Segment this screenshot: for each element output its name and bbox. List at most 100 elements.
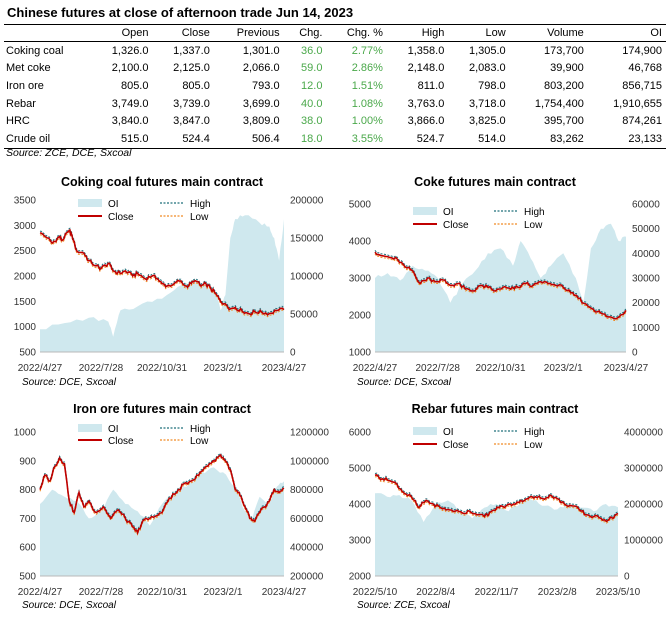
close-line (374, 474, 619, 523)
y-right-tick-label: 0 (624, 572, 630, 583)
table-cell: 1.08% (351, 97, 383, 110)
table-cell: 3,866.0 (407, 115, 445, 128)
y-left-tick-label: 2000 (14, 272, 37, 283)
y-right-tick-label: 4000000 (624, 428, 663, 439)
x-tick-label: 2023/2/8 (538, 587, 577, 598)
y-right-tick-label: 1000000 (290, 456, 329, 467)
table-cell: 3.55% (326, 129, 387, 149)
legend-label: High (524, 207, 545, 218)
header-cell: Volume (509, 24, 588, 42)
y-right-tick-label: 50000 (632, 224, 660, 235)
table-cell: 874,261 (622, 115, 662, 128)
y-right-tick-label: 3000000 (624, 464, 663, 475)
table-cell: 36.0 (301, 44, 323, 57)
row-label: Iron ore (6, 79, 44, 92)
table-cell: 2.77% (351, 44, 383, 57)
legend-label: OI (443, 427, 454, 438)
table-cell: 46,768 (628, 62, 662, 75)
x-tick-label: 2023/4/27 (604, 363, 649, 374)
low-line (39, 456, 285, 536)
y-left-tick-label: 900 (19, 456, 36, 467)
y-left-tick-label: 1000 (14, 428, 37, 439)
table-cell: 856,715 (622, 79, 662, 92)
y-right-tick-label: 20000 (632, 298, 660, 309)
y-left-tick-label: 5000 (349, 464, 372, 475)
legend-label: OI (108, 199, 119, 210)
y-left-tick-label: 2000 (349, 311, 372, 322)
y-left-tick-label: 1000 (14, 322, 37, 333)
table-cell: 40.0 (301, 97, 323, 110)
y-left-tick-label: 3000 (349, 274, 372, 285)
low-line (374, 253, 627, 321)
legend-label: High (524, 427, 545, 438)
table-row: HRC 3,840.0 3,847.0 3,809.0 38.0 1.00% 3,866.0… (4, 112, 666, 130)
y-left-tick-label: 1000 (349, 348, 372, 359)
futures-table: Open Close Previous Chg. Chg. % High Low… (4, 24, 666, 149)
y-right-tick-label: 60000 (632, 200, 660, 211)
table-cell: 395,700 (544, 115, 584, 128)
y-left-tick-label: 6000 (349, 428, 372, 439)
table-cell: 59.0 (301, 62, 323, 75)
y-left-tick-label: 2000 (349, 572, 372, 583)
y-left-tick-label: 700 (19, 514, 36, 525)
header-cell: Chg. % (326, 24, 387, 42)
chart-2: Coke futures main contract 1000 2000 3000 40… (349, 175, 660, 388)
table-cell: 803,200 (544, 79, 584, 92)
legend: OI High Close Low (413, 207, 545, 231)
table-cell: 3,739.0 (173, 97, 210, 110)
x-tick-label: 2022/7/28 (79, 363, 124, 374)
y-right-tick-label: 600000 (290, 514, 324, 525)
table-cell: 524.7 (386, 129, 449, 149)
table-cell: 2.86% (351, 62, 383, 75)
y-right-tick-label: 200000 (290, 196, 324, 207)
legend-label: Close (108, 212, 134, 223)
header-cell: Previous (213, 24, 284, 42)
y-left-tick-label: 4000 (349, 500, 372, 511)
table-cell: 23,133 (587, 129, 666, 149)
table-cell: 18.0 (283, 129, 327, 149)
y-right-tick-label: 1200000 (290, 428, 329, 439)
table-cell: 1,305.0 (468, 44, 506, 57)
x-tick-label: 2023/4/27 (262, 587, 307, 598)
table-cell: 2,066.0 (242, 62, 280, 75)
y-right-tick-label: 800000 (290, 485, 324, 496)
table-cell: 173,700 (544, 44, 584, 57)
table-row: Met coke 2,100.0 2,125.0 2,066.0 59.0 2.86% 2,… (4, 60, 666, 78)
close-line (39, 453, 285, 536)
table-cell: 1,358.0 (407, 44, 445, 57)
close-line (374, 251, 627, 320)
high-line (374, 472, 619, 521)
x-tick-label: 2023/5/10 (596, 587, 641, 598)
row-label: HRC (6, 115, 30, 128)
table-cell: 811.0 (417, 79, 445, 92)
oi-area (375, 223, 626, 352)
y-right-tick-label: 50000 (290, 310, 318, 321)
table-cell: 2,125.0 (173, 62, 210, 75)
table-row: Coking coal 1,326.0 1,337.0 1,301.0 36.0 2.77… (4, 42, 666, 60)
y-right-tick-label: 400000 (290, 543, 324, 554)
legend-label: Low (190, 436, 209, 447)
x-tick-label: 2023/2/1 (204, 363, 243, 374)
y-right-tick-label: 200000 (290, 572, 324, 583)
oi-area (40, 467, 284, 576)
header-cell: High (386, 24, 449, 42)
y-left-tick-label: 1500 (14, 297, 37, 308)
x-tick-label: 2022/8/4 (416, 587, 455, 598)
header-cell: OI (587, 24, 666, 42)
legend: OI High Close Low (78, 424, 211, 447)
y-right-tick-label: 0 (290, 348, 296, 359)
x-tick-label: 2022/5/10 (353, 587, 398, 598)
table-cell: 3,809.0 (242, 115, 280, 128)
table-source: Source: ZCE, DCE, Sxcoal (6, 147, 132, 159)
low-line (39, 231, 285, 318)
table-cell: 38.0 (301, 115, 323, 128)
table-cell: 1,326.0 (111, 44, 149, 57)
table-cell: 2,100.0 (111, 62, 149, 75)
row-label: Coking coal (6, 44, 64, 57)
header-cell: Open (91, 24, 153, 42)
table-cell: 1,910,655 (613, 97, 662, 110)
y-left-tick-label: 3000 (14, 221, 37, 232)
row-label: Rebar (6, 97, 36, 110)
x-tick-label: 2022/11/7 (475, 587, 519, 598)
